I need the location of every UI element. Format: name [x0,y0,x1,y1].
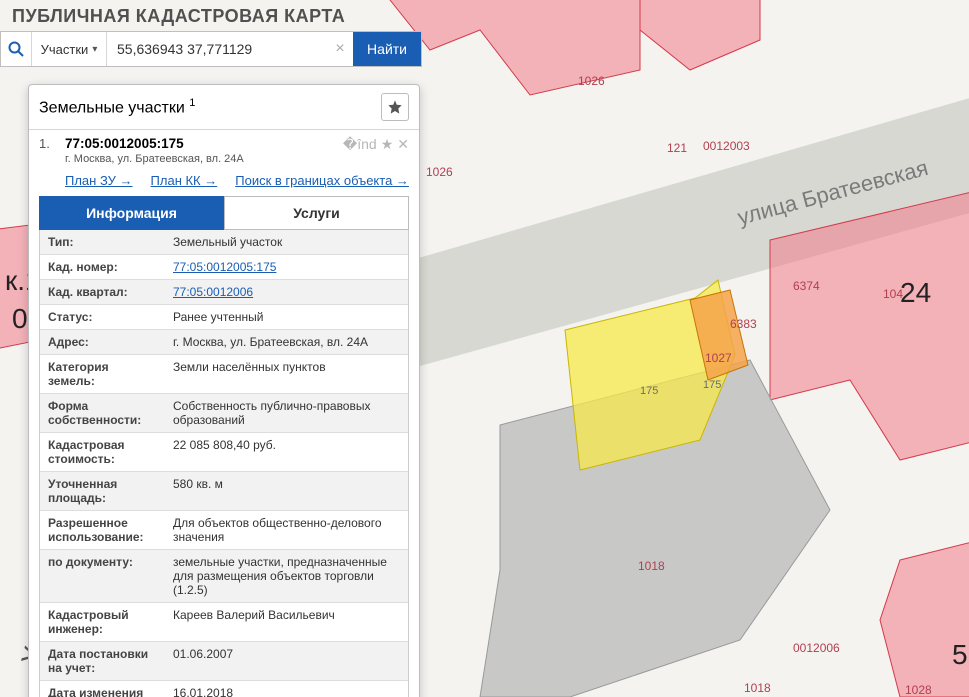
info-table: Тип:Земельный участокКад. номер:77:05:00… [39,230,409,697]
info-label: Тип: [40,230,165,254]
info-label: Уточненная площадь: [40,472,165,510]
info-label: Разрешенное использование: [40,511,165,549]
app-title: ПУБЛИЧНАЯ КАДАСТРОВАЯ КАРТА [0,0,969,31]
svg-text:0012006: 0012006 [793,641,840,655]
info-label: Статус: [40,305,165,329]
svg-text:6383: 6383 [730,317,757,331]
info-value: Для объектов общественно-делового значен… [165,511,408,549]
info-value[interactable]: 77:05:0012005:175 [165,255,408,279]
svg-text:5: 5 [952,639,968,670]
record-cad-no: 77:05:0012005:175 [65,136,343,151]
info-value: земельные участки, предназначенные для р… [165,550,408,602]
info-label: Кадастровый инженер: [40,603,165,641]
svg-text:1026: 1026 [578,74,605,88]
svg-text:0: 0 [12,303,28,334]
search-input[interactable] [107,32,327,66]
search-type-label: Участки [41,42,89,57]
tab-info[interactable]: Информация [39,196,224,230]
info-label: Дата постановки на учет: [40,642,165,680]
svg-text:1026: 1026 [426,165,453,179]
tabs: Информация Услуги [39,196,409,230]
info-label: Адрес: [40,330,165,354]
svg-text:24: 24 [900,277,931,308]
info-label: Кад. номер: [40,255,165,279]
find-button[interactable]: Найти [353,32,421,66]
svg-text:175: 175 [703,379,721,391]
info-value: Собственность публично-правовых образова… [165,394,408,432]
info-row: Кадастровая стоимость:22 085 808,40 руб. [40,432,408,471]
info-row: Уточненная площадь:580 кв. м [40,471,408,510]
close-icon[interactable]: ✕ [397,136,409,165]
info-value: Земельный участок [165,230,408,254]
caret-down-icon: ▾ [92,44,97,55]
info-row: Адрес:г. Москва, ул. Братеевская, вл. 24… [40,329,408,354]
plan-kk-link[interactable]: План КК → [151,173,218,188]
info-value: 22 085 808,40 руб. [165,433,408,471]
info-label: Категория земель: [40,355,165,393]
details-panel: Земельные участки 1 1. 77:05:0012005:175… [28,84,420,697]
svg-text:1027: 1027 [705,351,732,365]
info-row: Категория земель:Земли населённых пункто… [40,354,408,393]
search-bounds-link[interactable]: Поиск в границах объекта → [235,173,409,188]
info-label: по документу: [40,550,165,602]
info-value: 01.06.2007 [165,642,408,680]
info-value: Кареев Валерий Васильевич [165,603,408,641]
info-row: Кад. квартал:77:05:0012006 [40,279,408,304]
info-row: Тип:Земельный участок [40,230,408,254]
search-bar: Участки ▾ × Найти [0,31,422,67]
search-icon[interactable] [1,32,32,66]
svg-text:6374: 6374 [793,279,820,293]
info-row: Форма собственности:Собственность публич… [40,393,408,432]
info-row: по документу:земельные участки, предназн… [40,549,408,602]
plan-zu-link[interactable]: План ЗУ → [65,173,133,188]
svg-text:1018: 1018 [744,681,771,695]
clear-search-button[interactable]: × [327,32,353,66]
panel-title: Земельные участки 1 [39,97,381,117]
record-address: г. Москва, ул. Братеевская, вл. 24А [65,153,343,165]
info-value[interactable]: 77:05:0012006 [165,280,408,304]
svg-text:1028: 1028 [905,683,932,697]
info-value: Ранее учтенный [165,305,408,329]
favorite-button[interactable] [381,93,409,121]
info-value: Земли населённых пунктов [165,355,408,393]
info-label: Форма собственности: [40,394,165,432]
tab-services[interactable]: Услуги [224,196,409,230]
info-value: 580 кв. м [165,472,408,510]
svg-text:175: 175 [640,385,658,397]
info-row: Дата постановки на учет:01.06.2007 [40,641,408,680]
info-row: Дата изменения сведений в ГКН:16.01.2018 [40,680,408,697]
info-row: Разрешенное использование:Для объектов о… [40,510,408,549]
info-row: Кад. номер:77:05:0012005:175 [40,254,408,279]
svg-text:0012003: 0012003 [703,139,750,153]
info-label: Кадастровая стоимость: [40,433,165,471]
star-outline-icon[interactable]: ★ [381,136,394,165]
result-record: 1. 77:05:0012005:175 г. Москва, ул. Брат… [29,130,419,697]
search-type-dropdown[interactable]: Участки ▾ [32,32,107,66]
info-row: Кадастровый инженер:Кареев Валерий Васил… [40,602,408,641]
svg-text:121: 121 [667,141,687,155]
info-value: 16.01.2018 [165,681,408,697]
info-value: г. Москва, ул. Братеевская, вл. 24А [165,330,408,354]
info-row: Статус:Ранее учтенный [40,304,408,329]
info-label: Кад. квартал: [40,280,165,304]
share-icon[interactable]: �înd [343,136,377,165]
info-label: Дата изменения сведений в ГКН: [40,681,165,697]
record-index: 1. [39,136,65,165]
svg-text:1018: 1018 [638,559,665,573]
